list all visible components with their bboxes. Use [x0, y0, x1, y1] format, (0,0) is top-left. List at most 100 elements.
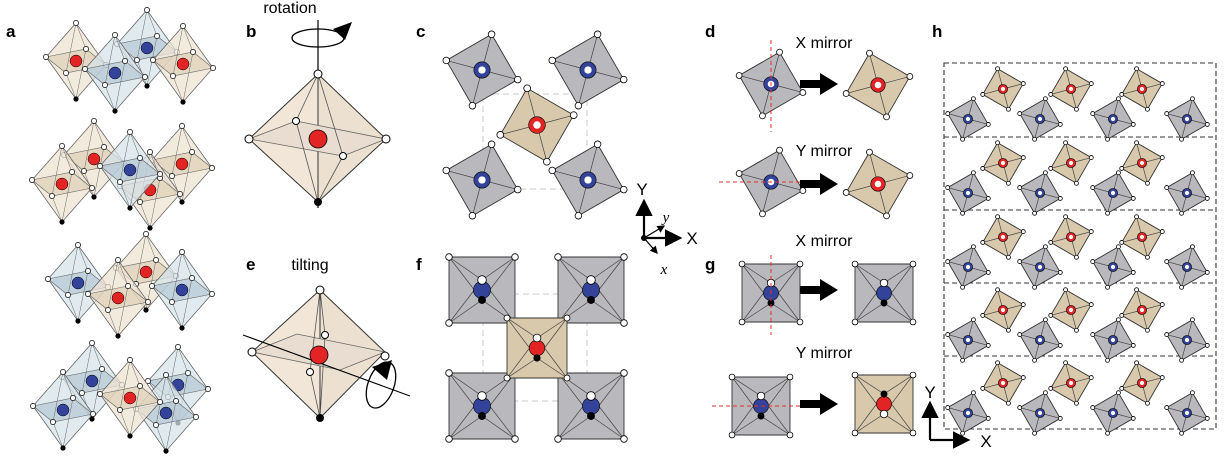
h-row-5	[945, 360, 1210, 436]
panel-letter-a: a	[6, 22, 16, 41]
a-octahedron-1-3	[82, 32, 148, 114]
panel-letter-h: h	[932, 22, 942, 41]
h-blue-octahedron-4-4	[1164, 317, 1210, 363]
f-octahedron-bottom-left	[445, 369, 519, 443]
h-row-3	[945, 214, 1210, 290]
h-blue-octahedron-3-4	[1164, 244, 1210, 290]
h-axis-label-X: X	[980, 432, 991, 451]
h-red-octahedron-5-1	[980, 360, 1026, 406]
h-blue-octahedron-2-2	[1017, 170, 1063, 216]
d-x-mirror-label: X mirror	[796, 35, 854, 52]
h-blue-octahedron-3-3	[1090, 244, 1136, 290]
h-blue-octahedron-2-4	[1164, 170, 1210, 216]
d-x-mirror-arrow-icon	[800, 73, 838, 95]
h-red-octahedron-5-2	[1048, 360, 1094, 406]
rotation-arrowhead-icon	[333, 22, 352, 40]
h-red-octahedron-2-1	[980, 140, 1026, 186]
b-site-atom	[308, 129, 328, 149]
c-octahedron-top-left	[442, 30, 522, 110]
c-octahedron-bottom-left	[442, 140, 522, 220]
h-red-octahedron-4-1	[980, 287, 1026, 333]
d-y-mirror-label: Y mirror	[796, 143, 853, 160]
g-y-mirror-arrow-icon	[800, 393, 838, 415]
h-blue-octahedron-4-3	[1090, 317, 1136, 363]
g-y-mirror-label: Y mirror	[796, 345, 853, 362]
axis-label-Y: Y	[636, 180, 647, 199]
h-row-4	[945, 287, 1210, 363]
a-octahedron-3-4	[149, 249, 215, 331]
a-layer-2	[29, 118, 215, 231]
axis-label-y: y	[661, 210, 670, 226]
a-octahedron-1-1	[43, 20, 109, 102]
f-octahedron-bottom-right	[554, 369, 628, 443]
a-layer-3	[45, 231, 215, 339]
d-y-mirror-after	[842, 148, 914, 220]
h-blue-octahedron-4-1	[945, 317, 991, 363]
h-red-octahedron-1-1	[980, 66, 1026, 112]
a-octahedron-1-4	[150, 23, 216, 105]
a-layer-4	[30, 340, 211, 454]
d-y-mirror-arrow-icon	[800, 173, 838, 195]
h-red-octahedron-5-3	[1119, 360, 1165, 406]
h-blue-octahedron-2-3	[1090, 170, 1136, 216]
axis-label-x: x	[660, 262, 668, 278]
c-octahedron-center	[496, 84, 578, 166]
panel-letter-d: d	[705, 22, 715, 41]
h-blue-octahedron-3-1	[945, 244, 991, 290]
h-blue-octahedron-5-2	[1017, 390, 1063, 436]
f-octahedron-top-right	[554, 253, 628, 327]
tilting-arrowhead-icon	[372, 360, 392, 380]
h-blue-octahedron-4-2	[1017, 317, 1063, 363]
h-red-octahedron-3-3	[1119, 214, 1165, 260]
panel-d-g-mirror-operations: X mirror Y mirror X mirror Y mirror	[712, 35, 917, 439]
b-site-atom	[309, 345, 329, 365]
h-blue-octahedron-1-1	[945, 96, 991, 142]
f-octahedron-center	[503, 314, 571, 382]
h-blue-octahedron-5-1	[945, 390, 991, 436]
c-octahedron-top-right	[548, 30, 628, 110]
h-red-octahedron-4-3	[1119, 287, 1165, 333]
panel-e-tilting: tilting	[242, 257, 411, 422]
g-x-mirror-arrow-icon	[800, 279, 838, 301]
c-octahedron-bottom-right	[548, 140, 628, 220]
g-x-mirror-after	[851, 260, 917, 326]
f-octahedron-top-left	[445, 253, 519, 327]
panel-letter-c: c	[416, 22, 425, 41]
h-blue-octahedron-3-2	[1017, 244, 1063, 290]
panel-letter-e: e	[246, 255, 255, 274]
h-blue-octahedron-5-4	[1164, 390, 1210, 436]
a-layer-1	[43, 7, 216, 114]
panel-letter-f: f	[416, 255, 422, 274]
panel-letter-g: g	[705, 255, 715, 274]
a-octahedron-3-1	[45, 242, 111, 324]
a-octahedron-4-2	[30, 369, 96, 451]
h-red-octahedron-3-2	[1048, 214, 1094, 260]
panel-c-rotation-network	[442, 30, 628, 220]
a-octahedron-2-2	[29, 143, 95, 225]
panel-h-domain-network: Y X	[921, 62, 1217, 451]
h-blue-octahedron-5-3	[1090, 390, 1136, 436]
axis-label-X: X	[686, 229, 697, 248]
g-x-mirror-label: X mirror	[796, 233, 854, 250]
g-y-mirror-after	[851, 371, 917, 437]
axis-indicator: Y X y x	[635, 180, 698, 278]
a-octahedron-2-5	[97, 129, 163, 211]
h-blue-octahedron-1-2	[1017, 96, 1063, 142]
panel-a-octahedral-layers	[29, 7, 216, 454]
panel-letter-b: b	[246, 22, 256, 41]
h-blue-octahedron-1-4	[1164, 96, 1210, 142]
h-red-octahedron-4-2	[1048, 287, 1094, 333]
rotation-label: rotation	[263, 0, 316, 17]
tilt-axis	[242, 334, 411, 397]
h-axis-label-Y: Y	[924, 383, 935, 402]
h-blue-octahedron-2-1	[945, 170, 991, 216]
h-red-octahedron-1-2	[1048, 66, 1094, 112]
h-red-octahedron-1-3	[1119, 66, 1165, 112]
h-blue-octahedron-1-3	[1090, 96, 1136, 142]
tilting-label: tilting	[291, 257, 328, 274]
a-octahedron-3-3	[85, 257, 151, 339]
a-octahedron-2-3	[149, 123, 215, 205]
panel-f-tilt-network	[445, 253, 628, 443]
h-red-octahedron-2-3	[1119, 140, 1165, 186]
